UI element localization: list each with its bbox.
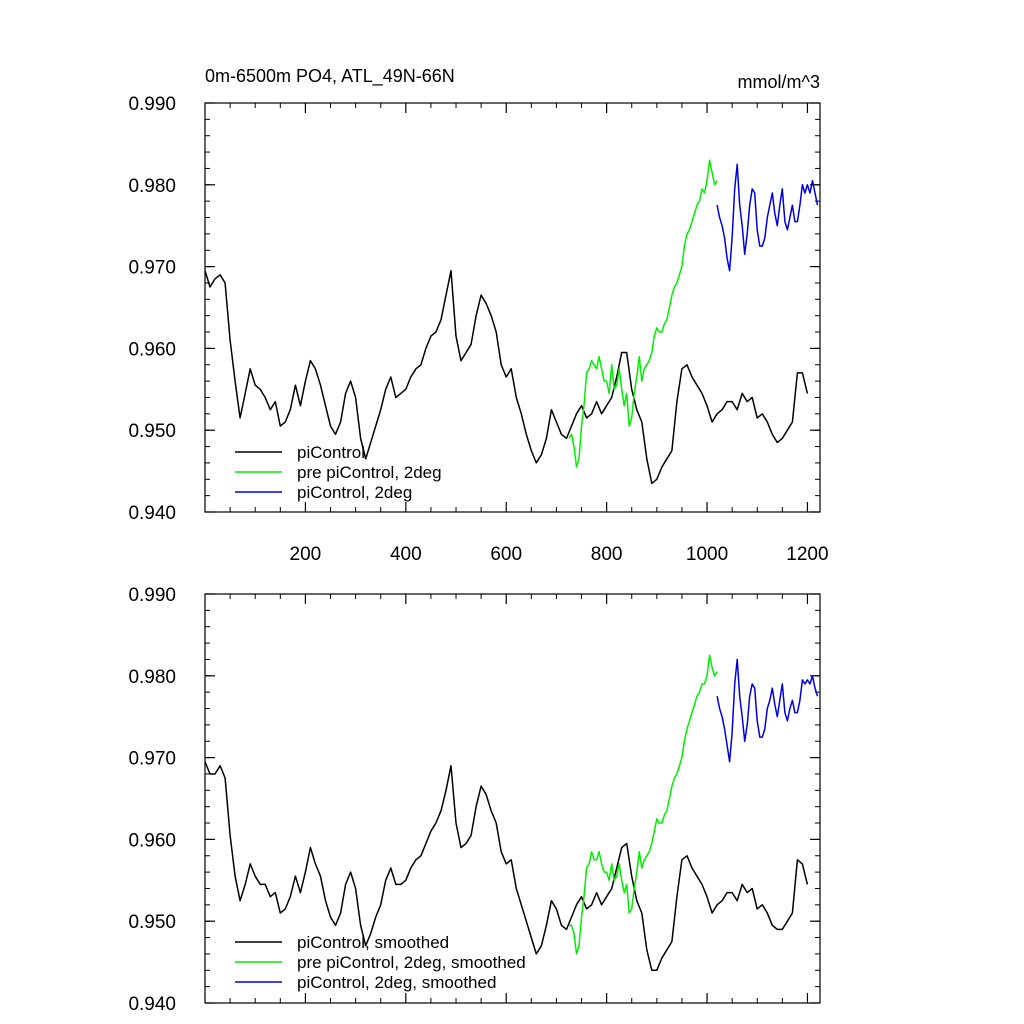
y-tick-label: 0.950 xyxy=(128,421,176,442)
y-tick-label: 0.980 xyxy=(128,176,176,197)
y-tick-label: 0.960 xyxy=(128,339,176,360)
bottom-panel: 0.990 0.980 0.970 0.960 0.950 0.940 piControl,… xyxy=(128,585,821,1015)
units-label: mmol/m^3 xyxy=(738,72,820,92)
x-tick-label: 1000 xyxy=(686,544,728,565)
series-line-1 xyxy=(568,159,718,468)
y-tick-label: 0.960 xyxy=(128,830,176,851)
series-line-1 xyxy=(569,654,718,955)
y-tick-label: 0.940 xyxy=(128,503,176,524)
y-tick-label: 0.990 xyxy=(128,94,176,115)
legend-label: pre piControl, 2deg xyxy=(297,463,442,482)
x-tick-label: 600 xyxy=(490,544,522,565)
y-tick-label: 0.940 xyxy=(128,994,176,1015)
x-tick-label: 800 xyxy=(591,544,623,565)
y-tick-label: 0.970 xyxy=(128,258,176,279)
legend-label: piControl, 2deg xyxy=(297,483,412,502)
series-line-2 xyxy=(716,163,819,272)
chart-title: 0m-6500m PO4, ATL_49N-66N xyxy=(205,66,455,87)
y-tick-label: 0.950 xyxy=(128,912,176,933)
series-line-0 xyxy=(204,269,809,485)
legend-label: piControl xyxy=(297,443,365,462)
series-line-2 xyxy=(716,658,819,763)
x-tick-label: 1200 xyxy=(786,544,828,565)
series-line-0 xyxy=(204,761,809,972)
legend-label: piControl, 2deg, smoothed xyxy=(297,973,496,992)
x-tick-label: 400 xyxy=(390,544,422,565)
y-tick-label: 0.980 xyxy=(128,667,176,688)
legend-label: piControl, smoothed xyxy=(297,933,449,952)
x-tick-label: 200 xyxy=(290,544,322,565)
plot-frame xyxy=(204,593,821,1004)
y-tick-label: 0.970 xyxy=(128,749,176,770)
legend-label: pre piControl, 2deg, smoothed xyxy=(297,953,526,972)
plot-frame xyxy=(204,102,821,513)
top-panel: 0.990 0.980 0.970 0.960 0.950 0.940 200 400 600 8… xyxy=(128,94,828,565)
y-tick-label: 0.990 xyxy=(128,585,176,606)
